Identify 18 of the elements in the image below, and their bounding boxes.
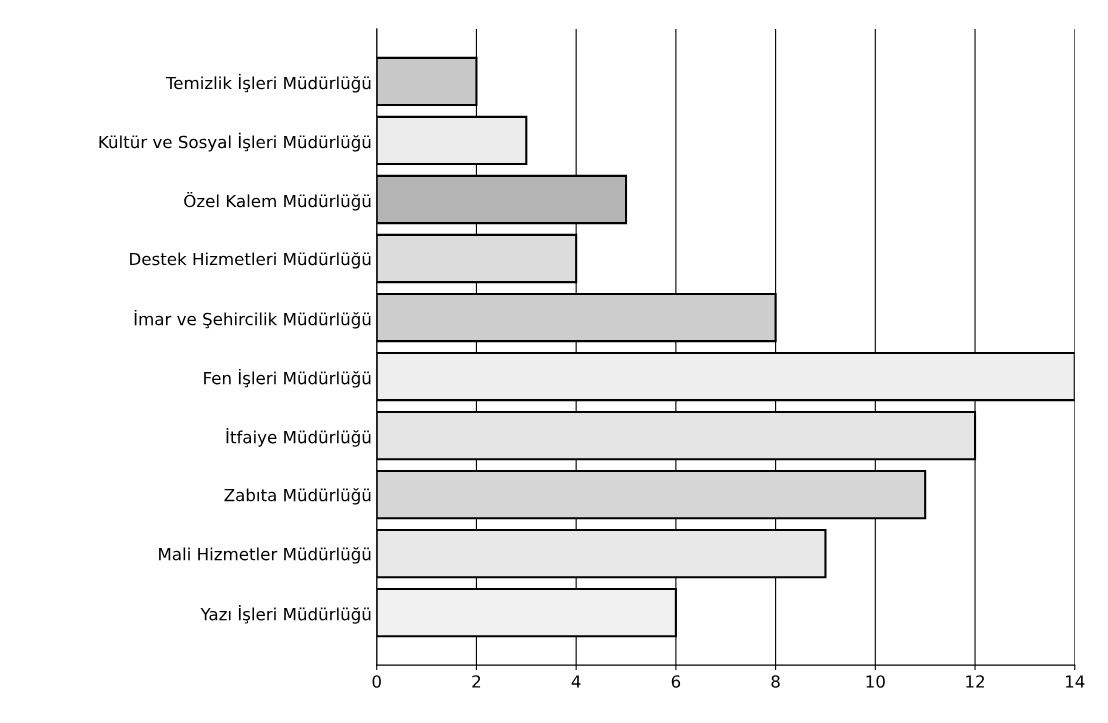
y-tick-label: Temizlik İşleri Müdürlüğü [165,73,371,93]
x-tick-label: 6 [671,675,681,688]
x-tick-label: 12 [966,675,984,688]
y-tick-label: Özel Kalem Müdürlüğü [184,191,371,211]
x-tick-label: 8 [771,675,780,688]
y-tick-label: İmar ve Şehircilik Müdürlüğü [134,309,371,329]
x-tick-label: 10 [866,675,885,688]
y-tick-label: Fen İşleri Müdürlüğü [204,368,371,388]
y-tick-label: Zabıta Müdürlüğü [224,488,371,505]
x-tick-label: 2 [472,675,481,688]
y-tick-label: Destek Hizmetleri Müdürlüğü [130,251,371,269]
y-tick-label: İtfaiye Müdürlüğü [226,427,371,447]
x-tick-label: 4 [571,675,581,688]
y-tick-label: Yazı İşleri Müdürlüğü [200,605,371,624]
x-tick-label: 0 [372,675,381,688]
y-tick-label: Mali Hizmetler Müdürlüğü [159,547,371,564]
x-tick-label: 14 [1065,675,1085,688]
y-tick-label: Kültür ve Sosyal İşleri Müdürlüğü [99,132,371,152]
